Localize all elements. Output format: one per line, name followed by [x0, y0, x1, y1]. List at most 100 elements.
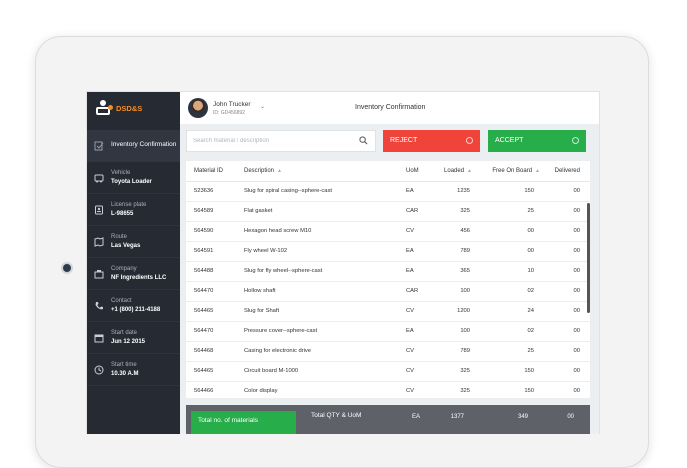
sidebar-item-contact[interactable]: Contact +1 (800) 211-4188	[87, 290, 180, 322]
cell-free-on-board: 10	[527, 268, 534, 274]
sidebar-item-inventory[interactable]: Inventory Confirmation	[87, 130, 180, 162]
cell-delivered: 00	[573, 188, 580, 194]
user-name[interactable]: John Trucker	[213, 101, 251, 108]
table-row[interactable]: 564470 Hollow shaft CAR 100 02 00	[186, 281, 590, 302]
column-header-delivered[interactable]: Delivered	[554, 168, 580, 174]
cell-free-on-board: 02	[527, 328, 534, 334]
sidebar-item-label: Contact	[111, 298, 132, 304]
sort-icon[interactable]: ▲	[535, 168, 540, 174]
cell-description: Circuit board M-1000	[244, 368, 299, 374]
table-row[interactable]: 564468 Casing for electronic drive CV 78…	[186, 341, 590, 362]
close-circle-icon	[466, 137, 473, 144]
table-scrollbar[interactable]	[587, 203, 590, 313]
totals-footer: Total no. of materials Total QTY & UoM E…	[186, 405, 590, 434]
sort-icon[interactable]: ▲	[277, 168, 282, 174]
total-qty-label: Total QTY & UoM	[311, 412, 362, 419]
cell-loaded: 1200	[457, 308, 470, 314]
sidebar-item-value: Las Vegas	[111, 242, 141, 249]
cell-delivered: 00	[573, 248, 580, 254]
cell-uom: EA	[406, 188, 414, 194]
cell-description: Pressure cover--sphere-cast	[244, 328, 318, 334]
cell-free-on-board: 00	[527, 228, 534, 234]
cell-uom: CV	[406, 348, 415, 354]
cell-material-id: 564470	[194, 288, 214, 294]
check-circle-icon	[572, 137, 579, 144]
sidebar-item-label: Start time	[111, 362, 137, 368]
column-header-description[interactable]: Description ▲	[244, 168, 282, 174]
tablet-home-button[interactable]	[61, 262, 73, 274]
total-materials-label: Total no. of materials	[198, 417, 258, 424]
cell-material-id: 564465	[194, 368, 214, 374]
sidebar-item-start-date[interactable]: Start date Jun 12 2015	[87, 322, 180, 354]
sidebar-item-label: License plate	[111, 202, 147, 208]
cell-loaded: 456	[460, 228, 470, 234]
sidebar: DSD&S Inventory Confirmation Vehicle Toy…	[87, 92, 180, 434]
building-icon	[94, 269, 104, 278]
table-row[interactable]: 564589 Flat gasket CAR 325 25 00	[186, 201, 590, 222]
sidebar-item-start-time[interactable]: Start time 10.30 A.M	[87, 354, 180, 386]
cell-loaded: 789	[460, 248, 470, 254]
sidebar-item-vehicle[interactable]: Vehicle Toyota Loader	[87, 162, 180, 194]
table-header: Material ID Description ▲ UoM Loaded ▲ Fre…	[186, 161, 590, 182]
sidebar-item-value: +1 (800) 211-4188	[111, 306, 161, 313]
cell-free-on-board: 02	[527, 288, 534, 294]
table-row[interactable]: 564465 Circuit board M-1000 CV 325 150 0…	[186, 361, 590, 382]
table-row[interactable]: 564470 Pressure cover--sphere-cast EA 10…	[186, 321, 590, 342]
reject-button[interactable]: REJECT	[383, 130, 480, 152]
cell-delivered: 00	[573, 368, 580, 374]
cell-material-id: 564590	[194, 228, 214, 234]
sidebar-item-license-plate[interactable]: License plate L-98655	[87, 194, 180, 226]
cell-loaded: 789	[460, 348, 470, 354]
cell-delivered: 00	[573, 388, 580, 394]
clock-icon	[94, 365, 104, 374]
column-header-loaded[interactable]: Loaded ▲	[444, 168, 472, 174]
table-row[interactable]: 564466 Color display CV 325 150 00	[186, 381, 590, 398]
column-header-free-on-board[interactable]: Free On Board ▲	[492, 168, 540, 174]
calendar-icon	[94, 334, 104, 342]
brand: DSD&S	[87, 92, 180, 124]
table-row[interactable]: 564465 Slug for Shaft CV 1200 24 00	[186, 301, 590, 322]
id-card-icon	[95, 205, 103, 214]
table-row[interactable]: 564590 Hexagon head screw M10 CV 456 00 …	[186, 221, 590, 242]
cell-material-id: 564470	[194, 328, 214, 334]
search-icon[interactable]	[359, 136, 368, 145]
search-input[interactable]	[193, 135, 353, 147]
cell-uom: EA	[406, 248, 414, 254]
total-materials-badge: Total no. of materials	[191, 411, 296, 434]
avatar[interactable]	[188, 98, 208, 118]
cell-description: Slug for spiral casing--sphere-cast	[244, 188, 332, 194]
cell-loaded: 100	[460, 288, 470, 294]
cell-delivered: 00	[573, 268, 580, 274]
sidebar-item-route[interactable]: Route Las Vegas	[87, 226, 180, 258]
table-row[interactable]: 564488 Slug for fly wheel--sphere-cast E…	[186, 261, 590, 282]
accept-button[interactable]: ACCEPT	[488, 130, 586, 152]
app-screen: DSD&S Inventory Confirmation Vehicle Toy…	[86, 91, 600, 434]
cell-delivered: 00	[573, 288, 580, 294]
page-title: Inventory Confirmation	[355, 104, 426, 111]
cell-description: Hexagon head screw M10	[244, 228, 312, 234]
column-header-uom[interactable]: UoM	[406, 168, 419, 174]
chevron-down-icon[interactable]: ⌄	[260, 104, 266, 110]
table-row[interactable]: 564591 Fly wheel W-102 EA 789 00 00	[186, 241, 590, 262]
cell-loaded: 1235	[457, 188, 470, 194]
sidebar-item-company[interactable]: Company NF Ingredients LLC	[87, 258, 180, 290]
main-content: REJECT ACCEPT Material ID Description▲ U…	[180, 124, 599, 434]
cell-loaded: 365	[460, 268, 470, 274]
sidebar-item-value: Jun 12 2015	[111, 338, 146, 345]
cell-delivered: 00	[573, 208, 580, 214]
reject-button-label: REJECT	[390, 137, 418, 144]
cell-material-id: 564591	[194, 248, 214, 254]
cell-free-on-board: 150	[524, 388, 534, 394]
cell-description: Slug for fly wheel--sphere-cast	[244, 268, 323, 274]
cell-description: Slug for Shaft	[244, 308, 280, 314]
total-delivered: 00	[567, 414, 574, 420]
column-header-material-id[interactable]: Material ID	[194, 168, 224, 174]
truck-icon	[94, 174, 104, 182]
cell-material-id: 564468	[194, 348, 214, 354]
cell-uom: CV	[406, 368, 415, 374]
sidebar-item-value: L-98655	[111, 210, 134, 217]
cell-description: Color display	[244, 388, 278, 394]
table-row[interactable]: 523636 Slug for spiral casing--sphere-ca…	[186, 181, 590, 202]
sort-icon[interactable]: ▲	[467, 168, 472, 174]
sidebar-item-label: Company	[111, 266, 137, 272]
